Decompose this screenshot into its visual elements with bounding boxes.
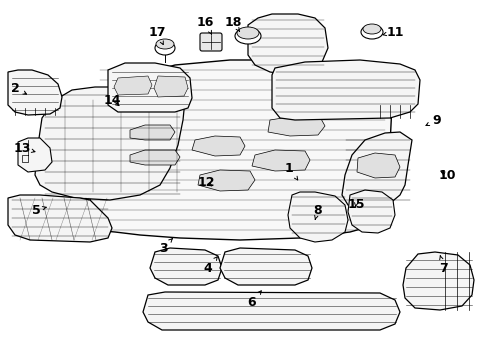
Ellipse shape bbox=[362, 24, 380, 34]
Text: 4: 4 bbox=[203, 257, 217, 274]
Polygon shape bbox=[8, 195, 112, 242]
Polygon shape bbox=[341, 132, 411, 210]
Text: 12: 12 bbox=[197, 176, 214, 189]
Text: 7: 7 bbox=[439, 256, 447, 274]
Polygon shape bbox=[402, 252, 473, 310]
Ellipse shape bbox=[360, 25, 382, 39]
Polygon shape bbox=[90, 60, 391, 240]
Polygon shape bbox=[271, 60, 419, 120]
Polygon shape bbox=[251, 150, 309, 171]
Polygon shape bbox=[267, 116, 325, 136]
Polygon shape bbox=[356, 153, 399, 178]
Text: 13: 13 bbox=[13, 141, 35, 154]
Polygon shape bbox=[198, 170, 254, 191]
Text: 11: 11 bbox=[382, 26, 403, 39]
Polygon shape bbox=[8, 70, 62, 115]
Text: 16: 16 bbox=[196, 15, 213, 34]
Polygon shape bbox=[35, 87, 184, 200]
Text: 17: 17 bbox=[148, 26, 165, 45]
Polygon shape bbox=[130, 125, 175, 140]
Polygon shape bbox=[154, 76, 187, 97]
Polygon shape bbox=[192, 136, 244, 156]
Text: 1: 1 bbox=[284, 162, 297, 180]
Polygon shape bbox=[247, 14, 327, 75]
Polygon shape bbox=[130, 150, 180, 165]
Text: 14: 14 bbox=[103, 94, 121, 107]
Text: 6: 6 bbox=[247, 291, 261, 309]
Text: 2: 2 bbox=[11, 81, 26, 95]
Text: 3: 3 bbox=[159, 239, 172, 255]
Ellipse shape bbox=[235, 28, 261, 44]
FancyBboxPatch shape bbox=[200, 33, 222, 51]
Text: 9: 9 bbox=[425, 113, 440, 126]
Polygon shape bbox=[347, 190, 394, 233]
Ellipse shape bbox=[156, 39, 174, 49]
Polygon shape bbox=[108, 63, 192, 112]
Ellipse shape bbox=[155, 41, 175, 55]
Polygon shape bbox=[150, 248, 222, 285]
Polygon shape bbox=[142, 292, 399, 330]
Text: 15: 15 bbox=[346, 198, 364, 211]
Polygon shape bbox=[220, 248, 311, 285]
Text: 18: 18 bbox=[224, 15, 241, 31]
Polygon shape bbox=[287, 192, 347, 242]
Polygon shape bbox=[114, 76, 152, 95]
Polygon shape bbox=[18, 138, 52, 172]
Text: 8: 8 bbox=[313, 203, 322, 219]
Text: 10: 10 bbox=[437, 168, 455, 181]
Text: 5: 5 bbox=[32, 203, 46, 216]
Ellipse shape bbox=[237, 27, 259, 39]
